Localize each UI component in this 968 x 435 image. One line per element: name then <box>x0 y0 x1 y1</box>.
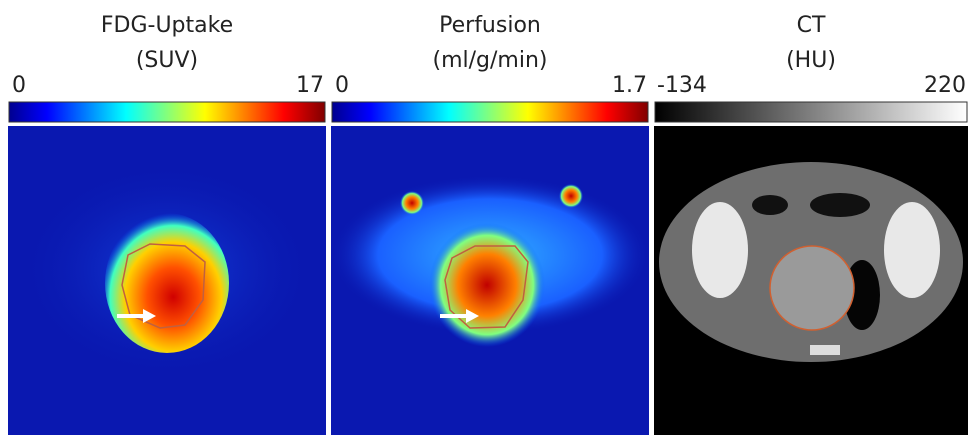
ct-image <box>654 126 968 435</box>
panel-unit: (SUV) <box>136 48 198 73</box>
figure: FDG-Uptake (SUV) 0 17 Perfusion (ml/g/mi… <box>0 0 968 435</box>
colorbar-max: 220 <box>924 73 966 98</box>
colorbar-max: 17 <box>296 73 324 98</box>
panel-title: CT <box>797 13 826 38</box>
colorbar-min: 0 <box>335 73 349 98</box>
panel-unit: (ml/g/min) <box>433 48 548 73</box>
colorbar <box>332 102 648 122</box>
colorbar <box>9 102 325 122</box>
panel-title: FDG-Uptake <box>101 13 233 38</box>
colorbar <box>655 102 967 122</box>
panel-title: Perfusion <box>439 13 541 38</box>
colorbar-min: 0 <box>12 73 26 98</box>
colorbar-min: -134 <box>657 73 707 98</box>
colorbar-max: 1.7 <box>612 73 647 98</box>
pet-image <box>8 126 326 435</box>
panel-unit: (HU) <box>786 48 836 73</box>
perfusion-image <box>330 126 650 435</box>
